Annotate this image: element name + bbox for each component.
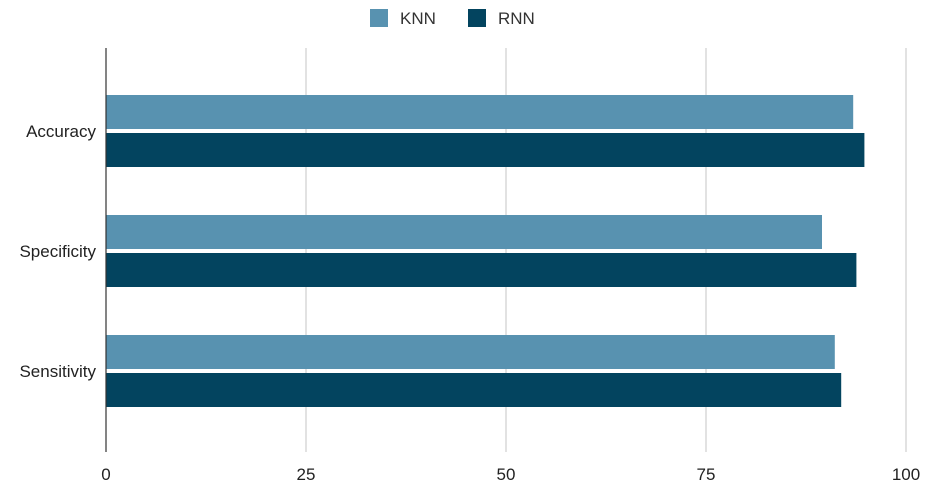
chart-legend: KNN RNN [370, 9, 535, 28]
bar-knn-accuracy [106, 95, 854, 129]
x-tick-label-50: 50 [497, 465, 516, 484]
bars [106, 95, 865, 407]
category-label-sensitivity: Sensitivity [19, 362, 96, 381]
legend-label-rnn: RNN [498, 9, 535, 28]
x-tick-label-0: 0 [101, 465, 110, 484]
x-tick-labels: 0 25 50 75 100 [101, 465, 920, 484]
bar-rnn-sensitivity [106, 373, 842, 407]
bar-knn-sensitivity [106, 335, 835, 369]
x-tick-label-25: 25 [297, 465, 316, 484]
legend-swatch-knn [370, 9, 388, 27]
category-label-accuracy: Accuracy [26, 122, 96, 141]
bar-knn-specificity [106, 215, 822, 249]
x-tick-label-75: 75 [697, 465, 716, 484]
category-labels: Accuracy Specificity Sensitivity [19, 122, 96, 381]
legend-swatch-rnn [468, 9, 486, 27]
category-label-specificity: Specificity [19, 242, 96, 261]
bar-rnn-accuracy [106, 133, 865, 167]
bar-rnn-specificity [106, 253, 857, 287]
x-tick-label-100: 100 [892, 465, 920, 484]
legend-label-knn: KNN [400, 9, 436, 28]
